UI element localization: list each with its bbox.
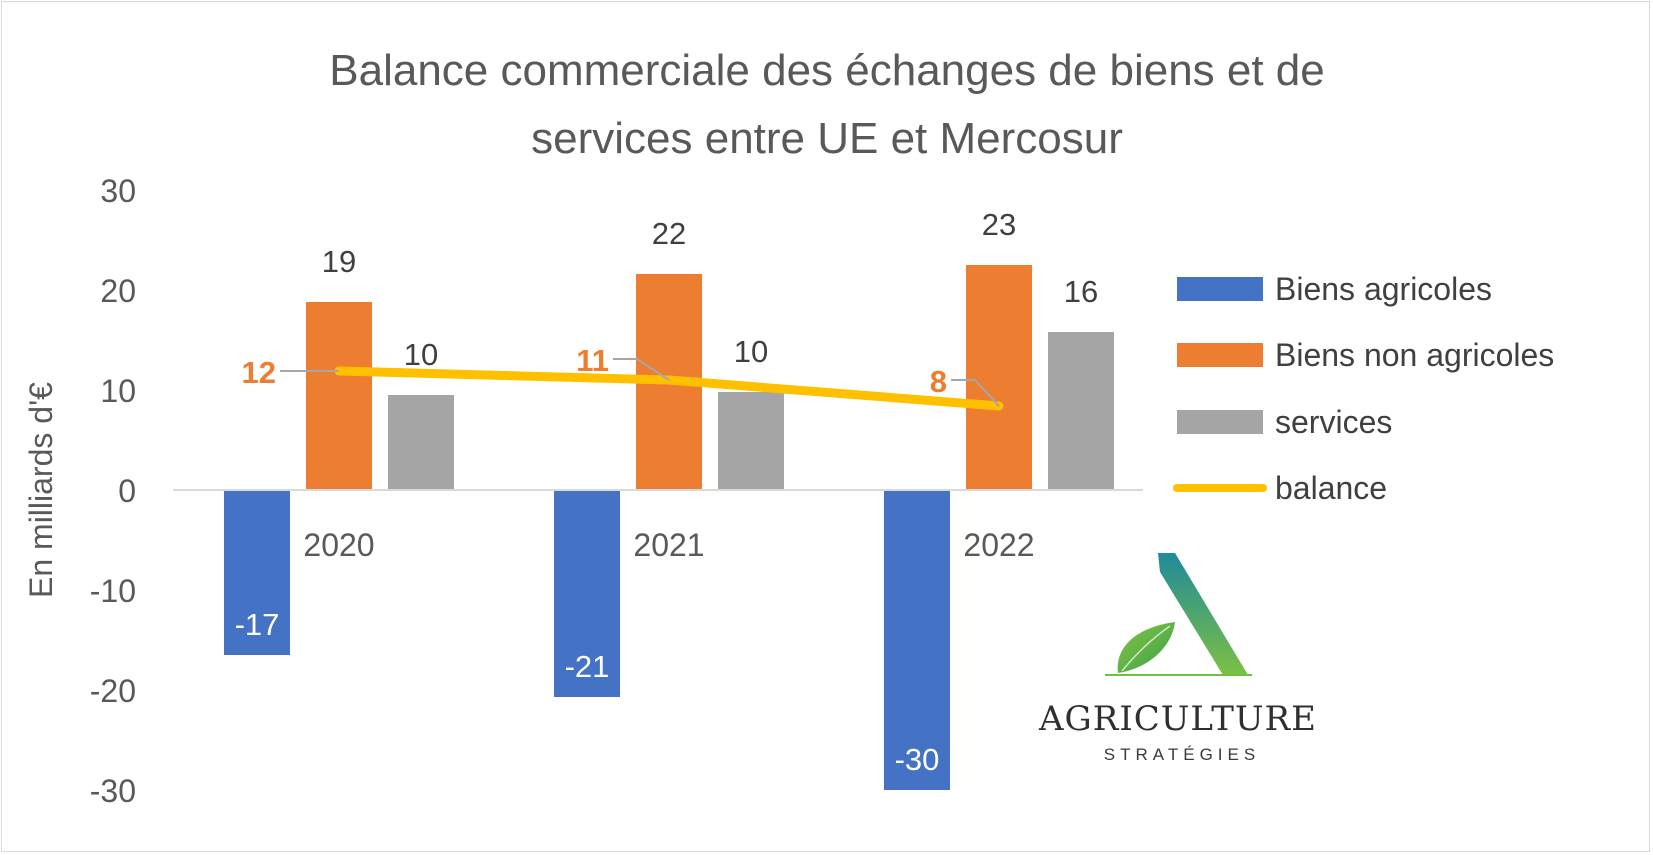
bars-layer: -17 -21 -30 19 22 23 10 10 16: [224, 207, 1114, 790]
legend-swatch-biens-non-agricoles: [1177, 343, 1263, 367]
data-label: 19: [322, 244, 356, 279]
bar-services: [718, 392, 784, 490]
data-label: 23: [982, 207, 1016, 242]
logo-name: AGRICULTURE: [1038, 699, 1317, 739]
y-tick-label: 20: [100, 273, 136, 309]
data-label: 16: [1064, 274, 1098, 309]
bar-biens-non-agricoles: [966, 265, 1032, 490]
overlay-layer: 12 11 8: [242, 343, 1004, 411]
y-tick-label: 30: [100, 173, 136, 209]
x-tick-labels: 2020 2021 2022: [303, 527, 1034, 563]
legend: Biens agricoles Biens non agricoles serv…: [1173, 271, 1554, 506]
chart-title-line-1: Balance commerciale des échanges de bien…: [329, 46, 1325, 95]
agriculture-strategies-logo: AGRICULTURE STRATÉGIES: [1038, 553, 1317, 764]
legend-swatch-services: [1177, 410, 1263, 434]
x-tick-label: 2022: [963, 527, 1034, 563]
balance-data-label: 11: [576, 343, 609, 378]
balance-leader-line: [951, 379, 1000, 407]
data-label: -21: [565, 649, 610, 684]
bar-services: [388, 395, 454, 490]
y-axis-label: En milliards d'€: [23, 382, 59, 598]
data-label: -30: [895, 742, 940, 777]
data-label: 22: [652, 216, 686, 251]
y-tick-label: 10: [100, 373, 136, 409]
balance-data-label: 8: [930, 364, 947, 399]
x-tick-label: 2021: [633, 527, 704, 563]
bar-biens-agricoles: [224, 490, 290, 655]
data-label: 10: [404, 337, 438, 372]
legend-label-services: services: [1275, 404, 1392, 440]
legend-swatch-biens-agricoles: [1177, 277, 1263, 301]
bar-biens-non-agricoles: [306, 302, 372, 490]
y-tick-label: -10: [90, 573, 136, 609]
y-tick-label: 0: [118, 473, 136, 509]
chart-title-line-2: services entre UE et Mercosur: [531, 114, 1123, 163]
bar-services: [1048, 332, 1114, 490]
y-tick-label: -30: [90, 773, 136, 809]
legend-label-biens-non-agricoles: Biens non agricoles: [1275, 337, 1554, 373]
y-tick-labels: 30 20 10 0 -10 -20 -30: [90, 173, 136, 809]
logo-subtitle: STRATÉGIES: [1104, 745, 1260, 764]
balance-leader-line: [613, 358, 670, 381]
bar-biens-agricoles: [884, 490, 950, 790]
logo-letter-a-icon: [1158, 553, 1248, 675]
data-label: -17: [235, 607, 280, 642]
data-label: 10: [734, 334, 768, 369]
bar-biens-agricoles: [554, 490, 620, 697]
legend-label-balance: balance: [1275, 470, 1387, 506]
leaf-vein-icon: [1121, 625, 1171, 672]
x-tick-label: 2020: [303, 527, 374, 563]
legend-label-biens-agricoles: Biens agricoles: [1275, 271, 1492, 307]
balance-data-label: 12: [242, 355, 276, 390]
y-tick-label: -20: [90, 673, 136, 709]
